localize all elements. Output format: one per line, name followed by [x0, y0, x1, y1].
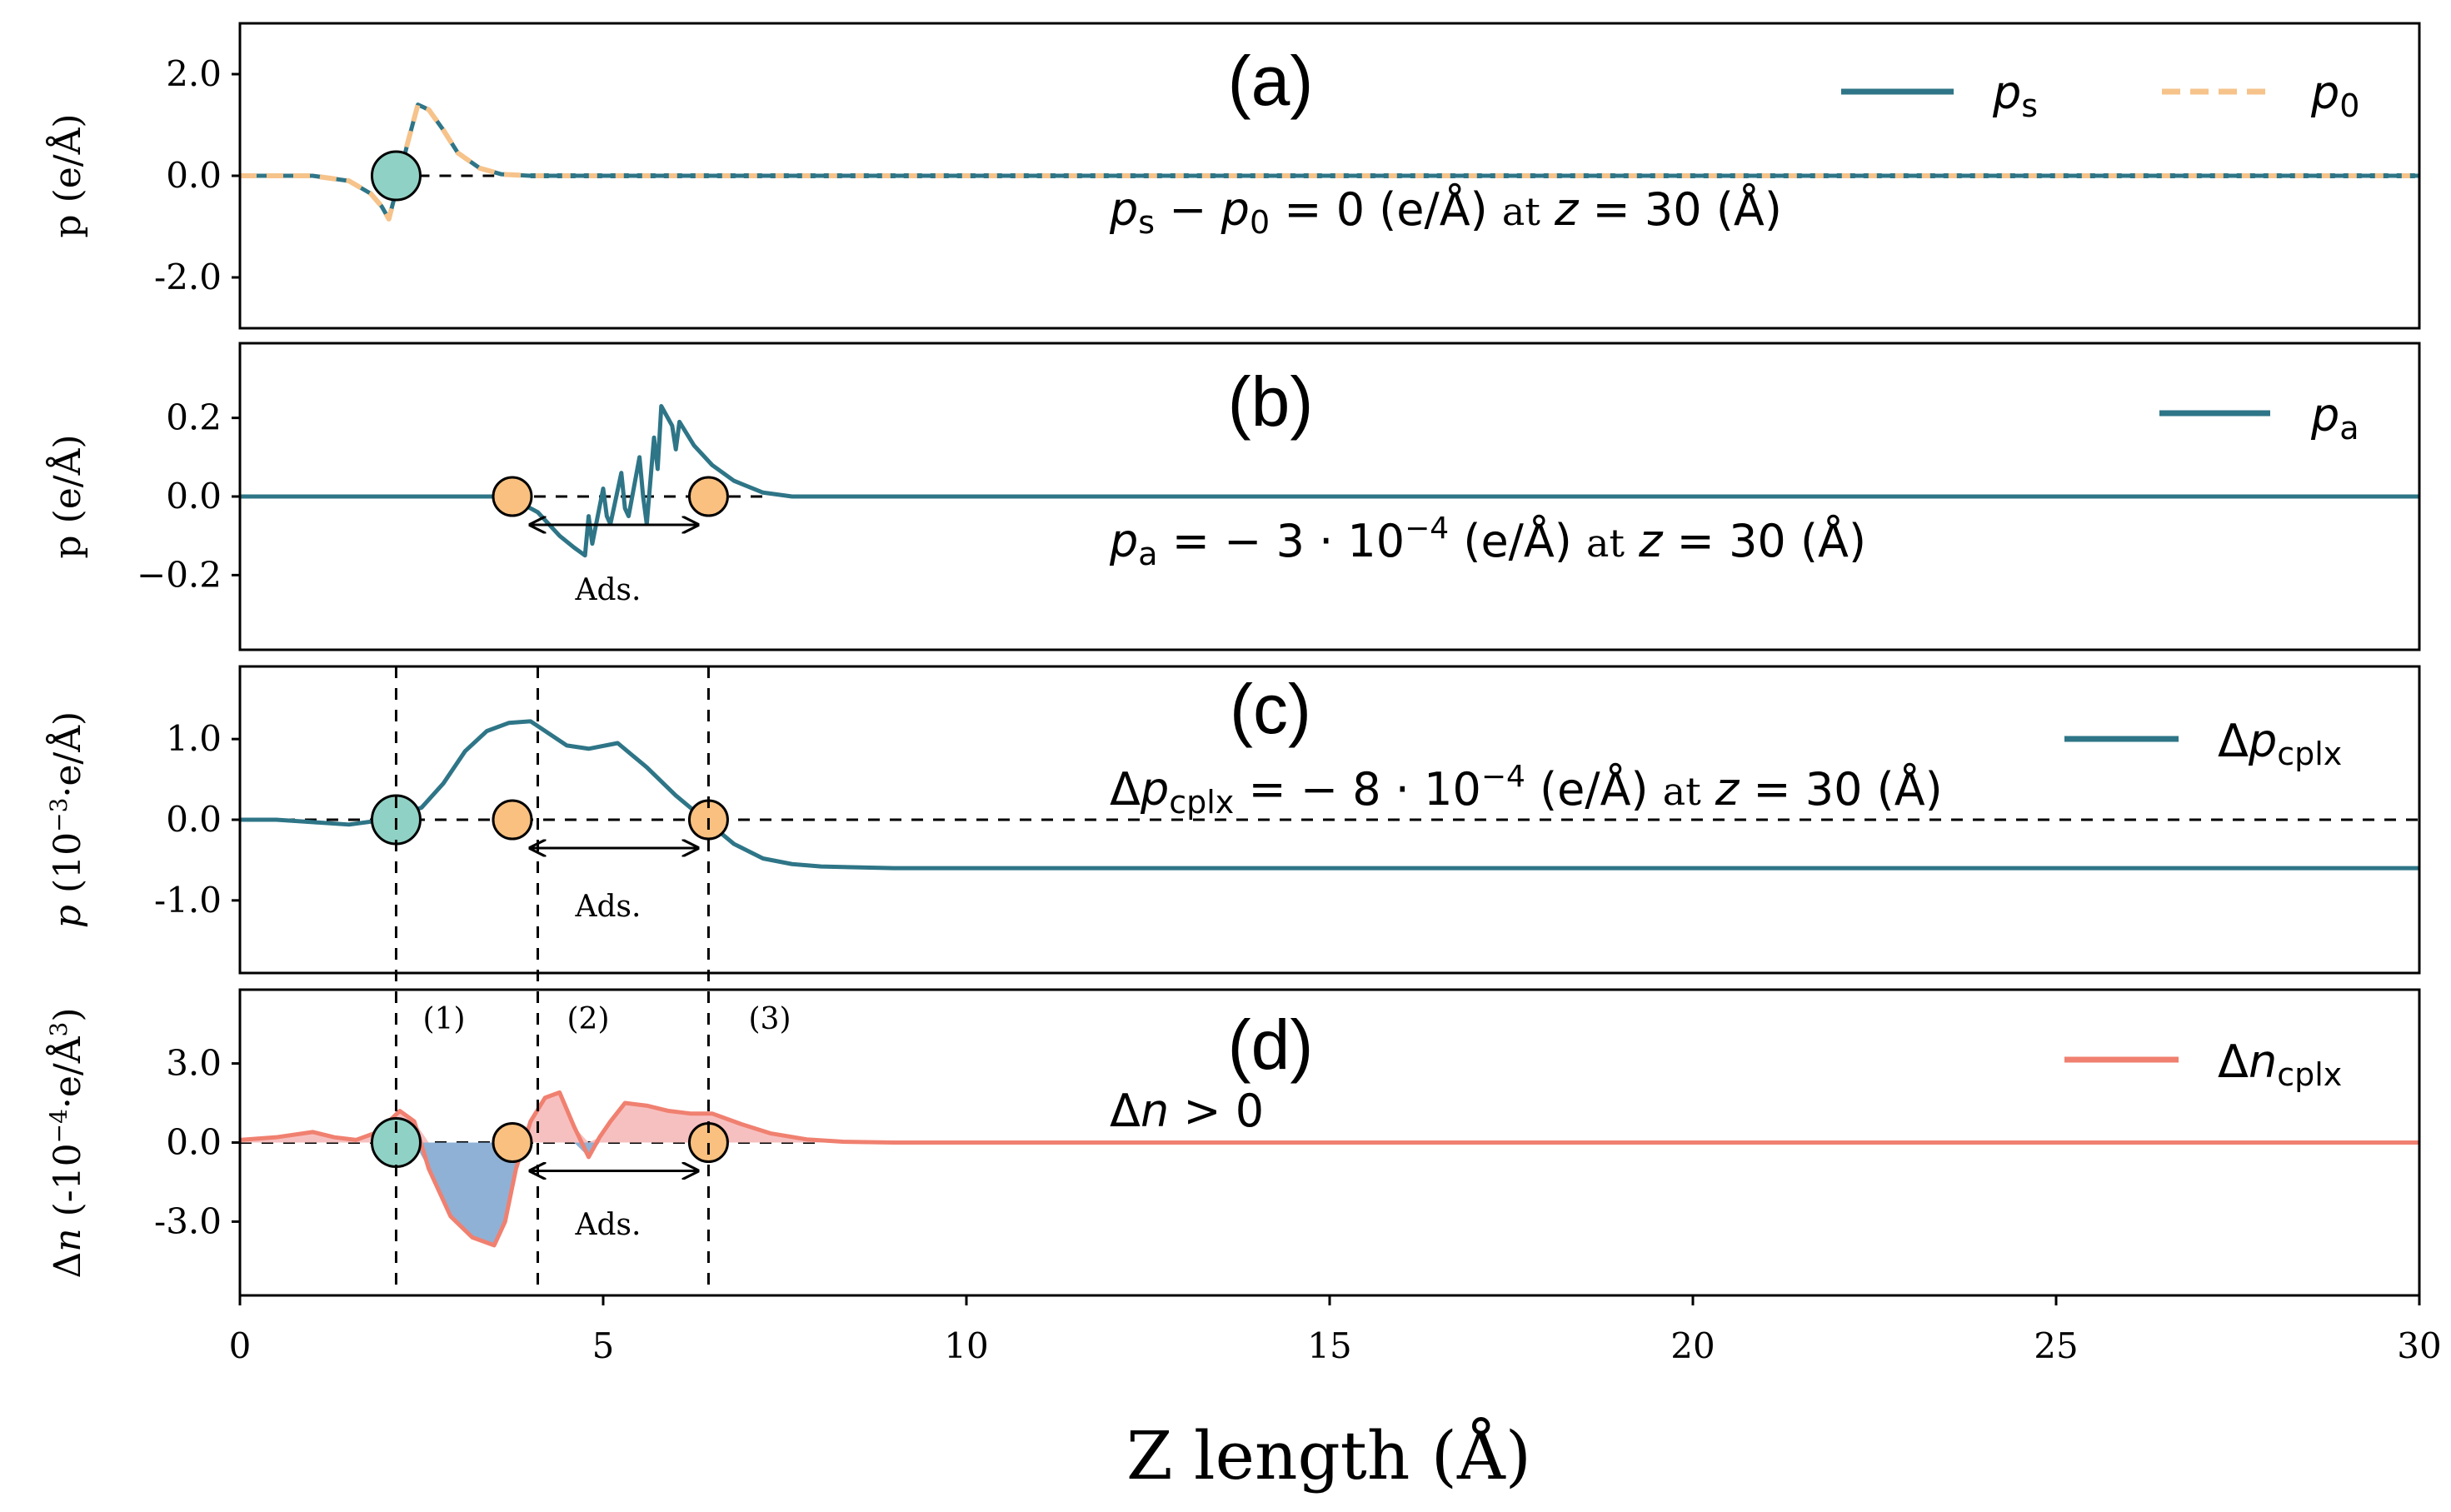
- atom-marker: [370, 150, 422, 202]
- xtick-label: 5: [592, 1325, 615, 1366]
- ytick-label: 0.0: [166, 476, 222, 516]
- legend-p0-label: p0: [2310, 67, 2359, 124]
- ytick-label: -3.0: [154, 1200, 222, 1241]
- atom-marker: [492, 476, 533, 517]
- panel-a-letter: (a): [1228, 42, 1314, 120]
- ytick-label: -2.0: [154, 257, 222, 297]
- panel-d-ads-label: Ads.: [575, 1208, 641, 1242]
- panel-a: (a) p (e/Å) 2.0 0.0 -2.0 ps p0 ps − p0 = 0…: [45, 22, 2421, 330]
- series-line-1: [240, 403, 2419, 558]
- panel-c-ylabel: p (10−3·e/Å): [45, 711, 89, 928]
- series-line-2: [240, 102, 2419, 222]
- region-label-3: (3): [749, 1002, 791, 1036]
- ytick-label: 3.0: [166, 1043, 222, 1084]
- ytick-label: −0.2: [137, 554, 222, 595]
- region-label-1: (1): [423, 1002, 466, 1036]
- positive-fill: [240, 1092, 2419, 1143]
- panel-d-annotation: Δn > 0: [1110, 1085, 1264, 1137]
- xtick-label: 20: [1670, 1325, 1715, 1366]
- vertical-dashed-lines: [394, 666, 710, 1295]
- atom-marker: [687, 476, 729, 517]
- panel-a-annotation: ps − p0 = 0 (e/Å) at z = 30 (Å): [1109, 182, 1782, 241]
- legend-ps-label: ps: [1992, 67, 2038, 124]
- xtick-label: 25: [2034, 1325, 2078, 1366]
- panel-b-annotation: pa = − 3 · 10−4 (e/Å) at z = 30 (Å): [1109, 511, 1866, 572]
- plot-area-c: [240, 719, 2419, 871]
- region-label-2: (2): [567, 1002, 610, 1036]
- ytick-label: -1.0: [154, 880, 222, 921]
- panel-b-letter: (b): [1228, 362, 1314, 441]
- ytick-label: 0.0: [166, 1122, 222, 1163]
- xtick-label: 10: [944, 1325, 988, 1366]
- panel-b-ylabel: p (e/Å): [45, 434, 89, 558]
- ytick-label: 2.0: [166, 53, 222, 94]
- panel-b-ads-label: Ads.: [575, 573, 641, 607]
- ytick-label: 1.0: [166, 718, 222, 759]
- panel-a-yticks: 2.0 0.0 -2.0: [154, 53, 240, 297]
- panel-c-letter: (c): [1230, 670, 1311, 748]
- panel-b: (b) p (e/Å) 0.2 0.0 −0.2 pa pa = − 3 · 10−…: [45, 342, 2421, 651]
- plot-area-d: [239, 1090, 2419, 1248]
- panel-d-ylabel: Δn (-10−4·e/Å3): [45, 1007, 89, 1278]
- panel-c: (c) p (10−3·e/Å) 1.0 0.0 -1.0 Δpcplx Δpcpl…: [45, 665, 2421, 975]
- panel-d-yticks: 3.0 0.0 -3.0: [154, 1043, 240, 1241]
- panel-c-yticks: 1.0 0.0 -1.0: [154, 718, 240, 921]
- panel-c-ads-label: Ads.: [575, 890, 641, 924]
- legend-dpcplx-label: Δpcplx: [2218, 715, 2342, 772]
- plot-area-b: [240, 403, 2419, 558]
- panel-c-annotation: Δpcplx = − 8 · 10−4 (e/Å) at z = 30 (Å): [1110, 760, 1943, 821]
- panel-b-yticks: 0.2 0.0 −0.2: [137, 397, 240, 595]
- ytick-label: 0.0: [166, 155, 222, 196]
- plot-area-a: [240, 102, 2419, 222]
- negative-fill: [240, 1142, 2419, 1245]
- panel-a-ylabel: p (e/Å): [45, 113, 89, 237]
- ytick-label: 0.0: [166, 799, 222, 840]
- xtick-label: 30: [2397, 1325, 2441, 1366]
- atom-marker: [492, 1122, 533, 1163]
- ytick-label: 0.2: [166, 397, 222, 438]
- x-axis: 0 5 10 15 20 25 30: [229, 1295, 2442, 1366]
- legend-dncplx-label: Δncplx: [2218, 1035, 2342, 1093]
- panel-d-letter: (d): [1228, 1006, 1314, 1084]
- xtick-label: 15: [1307, 1325, 1351, 1366]
- xtick-label: 0: [229, 1325, 252, 1366]
- legend-pa-label: pa: [2310, 389, 2359, 447]
- panel-d: (d) Δn (-10−4·e/Å3) 3.0 0.0 -3.0 Δncplx Δn…: [45, 988, 2421, 1297]
- atom-marker: [492, 799, 533, 841]
- x-axis-label: Z length (Å): [1126, 1416, 1531, 1495]
